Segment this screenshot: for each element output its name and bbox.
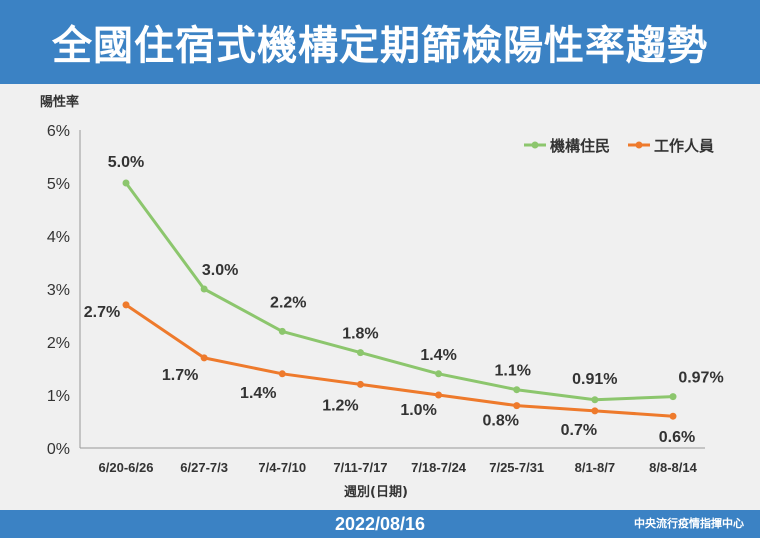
legend-marker — [635, 141, 643, 149]
data-point — [591, 396, 599, 404]
y-tick-label: 0% — [47, 441, 70, 458]
data-label: 0.97% — [678, 370, 723, 387]
legend-label: 機構住民 — [550, 137, 610, 155]
x-tick-label: 7/11-7/17 — [333, 460, 387, 475]
data-label: 1.1% — [494, 363, 530, 380]
data-point — [669, 412, 677, 420]
data-label: 2.2% — [270, 294, 306, 311]
data-label: 0.91% — [572, 371, 617, 388]
data-point — [435, 391, 443, 399]
data-label: 5.0% — [108, 154, 144, 171]
data-point — [513, 402, 521, 410]
x-tick-label: 6/20-6/26 — [99, 460, 154, 475]
y-axis-label: 陽性率 — [40, 94, 79, 110]
data-label: 0.7% — [561, 422, 597, 439]
data-point — [122, 301, 130, 309]
series-line — [124, 182, 674, 402]
data-point — [200, 285, 208, 293]
data-label: 3.0% — [202, 262, 238, 279]
source-credit: 中央流行疫情指揮中心 — [634, 517, 744, 530]
y-tick-label: 6% — [47, 123, 70, 140]
x-tick-labels: 6/20-6/26 6/27-7/3 7/4-7/10 7/11-7/17 7/18-7… — [99, 460, 698, 475]
x-tick-label: 6/27-7/3 — [180, 460, 228, 475]
axes — [79, 130, 705, 449]
data-point — [356, 380, 364, 388]
data-point — [278, 370, 286, 378]
x-tick-label: 8/1-8/7 — [575, 460, 615, 475]
legend-marker — [531, 141, 539, 149]
data-point — [200, 354, 208, 362]
y-tick-label: 3% — [47, 282, 70, 299]
data-point — [513, 386, 521, 394]
line-chart: 陽性率 0% 1% 2% 3% 4% 5% 6% 6/20-6/26 6/27-7/3 7/4-… — [40, 94, 724, 500]
x-tick-label: 7/4-7/10 — [258, 460, 306, 475]
page-title: 全國住宿式機構定期篩檢陽性率趨勢 — [52, 23, 708, 69]
data-label: 0.6% — [659, 429, 695, 446]
data-label: 1.2% — [322, 397, 358, 414]
data-point — [669, 393, 677, 401]
data-label: 2.7% — [84, 304, 120, 321]
y-tick-label: 1% — [47, 388, 70, 405]
data-point — [356, 349, 364, 357]
y-tick-label: 5% — [47, 176, 70, 193]
y-tick-labels: 0% 1% 2% 3% 4% 5% 6% — [47, 123, 70, 458]
data-point — [591, 407, 599, 415]
x-tick-label: 7/18-7/24 — [411, 460, 467, 475]
legend-label: 工作人員 — [654, 137, 714, 155]
series-lines: 5.0% 3.0% 2.2% 1.8% 1.4% 1.1% 0.91% 0.97% 2.7% 1.… — [84, 154, 724, 446]
data-label: 1.0% — [400, 402, 436, 419]
legend: 機構住民 工作人員 — [524, 137, 714, 155]
x-tick-label: 8/8-8/14 — [649, 460, 697, 475]
footer-bar: 2022/08/16 中央流行疫情指揮中心 — [0, 510, 760, 538]
series-line — [125, 303, 674, 418]
data-label: 1.8% — [342, 326, 378, 343]
title-banner: 全國住宿式機構定期篩檢陽性率趨勢 — [0, 0, 760, 84]
data-point — [122, 179, 130, 187]
data-label: 1.4% — [420, 347, 456, 364]
y-tick-label: 2% — [47, 335, 70, 352]
data-point — [278, 327, 286, 335]
data-label: 0.8% — [482, 413, 518, 430]
data-label: 1.7% — [162, 367, 198, 384]
y-tick-label: 4% — [47, 229, 70, 246]
data-label: 1.4% — [240, 385, 276, 402]
data-point — [435, 370, 443, 378]
x-axis-label: 週別(日期) — [344, 485, 408, 500]
x-tick-label: 7/25-7/31 — [489, 460, 544, 475]
chart-panel — [0, 84, 760, 510]
report-date: 2022/08/16 — [334, 514, 426, 534]
